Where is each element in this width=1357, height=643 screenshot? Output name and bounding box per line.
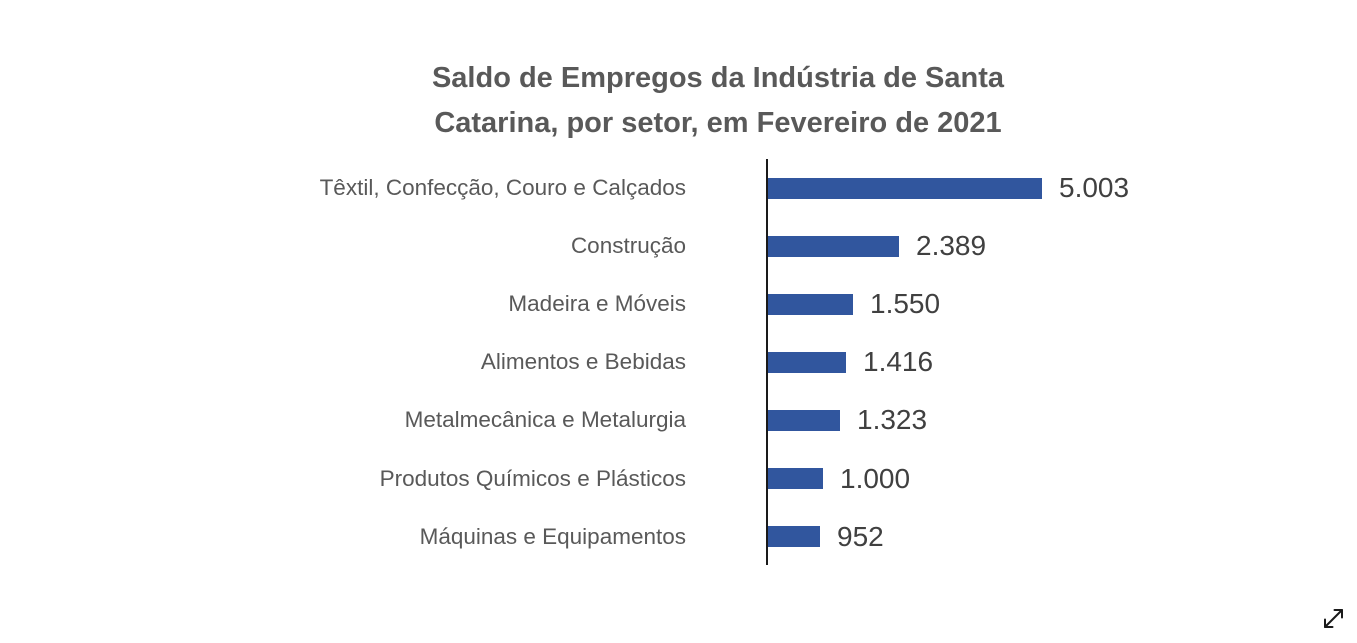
category-label: Metalmecânica e Metalurgia [404, 407, 686, 433]
plot-area: Têxtil, Confecção, Couro e Calçados 5.003… [0, 159, 1357, 567]
value-label: 1.323 [857, 404, 928, 436]
value-label: 1.416 [863, 346, 934, 378]
bar [768, 409, 840, 431]
chart-row: Alimentos e Bebidas 1.416 [0, 333, 1357, 391]
bar [768, 468, 823, 489]
chart-row: Madeira e Móveis 1.550 [0, 275, 1357, 333]
value-label: 952 [837, 520, 884, 552]
chart-row: Metalmecânica e Metalurgia 1.323 [0, 391, 1357, 449]
chart-row: Construção 2.389 [0, 217, 1357, 275]
category-label: Madeira e Móveis [508, 291, 686, 317]
y-axis-line [766, 159, 768, 565]
bar [768, 351, 846, 373]
category-label: Alimentos e Bebidas [480, 349, 686, 375]
chart-row: Máquinas e Equipamentos 952 [0, 508, 1357, 566]
bar [768, 293, 853, 315]
expand-icon [1324, 609, 1343, 628]
chart-row: Produtos Químicos e Plásticos 1.000 [0, 450, 1357, 508]
category-label: Produtos Químicos e Plásticos [379, 465, 686, 491]
value-label: 2.389 [916, 230, 987, 262]
category-label: Construção [570, 233, 686, 259]
value-label: 1.550 [870, 288, 941, 320]
category-label: Máquinas e Equipamentos [419, 523, 686, 549]
expand-button[interactable] [1316, 601, 1350, 635]
bar [768, 235, 899, 257]
bar [768, 526, 820, 548]
chart-row: Têxtil, Confecção, Couro e Calçados 5.003 [0, 159, 1357, 217]
value-label: 5.003 [1059, 172, 1130, 203]
bar [768, 177, 1042, 199]
category-label: Têxtil, Confecção, Couro e Calçados [319, 175, 686, 200]
chart-title: Saldo de Empregos da Indústria de Santa … [431, 62, 1005, 139]
value-label: 1.000 [840, 462, 911, 494]
